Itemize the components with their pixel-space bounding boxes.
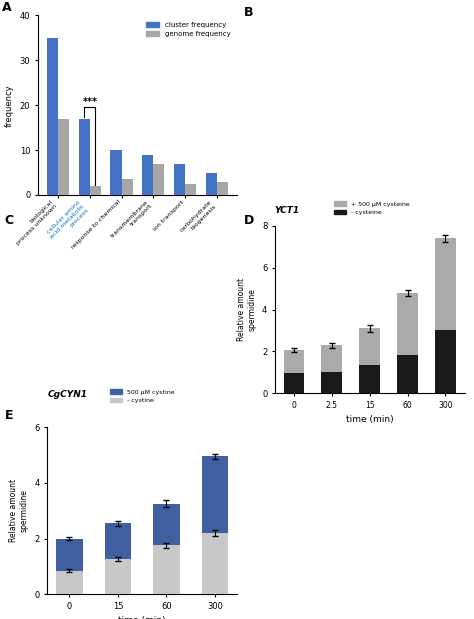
Bar bbox=[283, 373, 304, 393]
Bar bbox=[58, 119, 69, 195]
Y-axis label: Relative amount
spermidine: Relative amount spermidine bbox=[9, 479, 29, 542]
Bar bbox=[321, 372, 342, 393]
Bar bbox=[56, 571, 83, 594]
X-axis label: time (min): time (min) bbox=[346, 415, 393, 424]
Bar bbox=[201, 456, 228, 533]
Bar bbox=[153, 504, 180, 545]
Text: E: E bbox=[5, 409, 13, 422]
Bar bbox=[359, 328, 380, 365]
Bar bbox=[397, 355, 418, 393]
Bar bbox=[217, 181, 228, 195]
Text: A: A bbox=[2, 1, 12, 14]
Bar bbox=[110, 150, 122, 195]
Bar bbox=[90, 186, 101, 195]
Bar bbox=[397, 293, 418, 355]
Bar bbox=[79, 119, 90, 195]
Legend: 500 μM cystine, - cystine: 500 μM cystine, - cystine bbox=[108, 387, 178, 405]
Bar bbox=[47, 38, 58, 195]
Y-axis label: frequency: frequency bbox=[5, 84, 14, 126]
Y-axis label: Relative amount
spermidine: Relative amount spermidine bbox=[237, 278, 256, 341]
Bar bbox=[105, 523, 131, 560]
Legend: + 500 μM cysteine, - cysteine: + 500 μM cysteine, - cysteine bbox=[331, 199, 412, 218]
Bar bbox=[142, 155, 153, 195]
Bar bbox=[435, 238, 456, 331]
Text: YCT1: YCT1 bbox=[275, 206, 300, 215]
Bar bbox=[435, 331, 456, 393]
Bar bbox=[105, 560, 131, 594]
Bar bbox=[321, 345, 342, 372]
Bar bbox=[153, 545, 180, 594]
Text: D: D bbox=[244, 214, 255, 227]
Bar bbox=[122, 180, 133, 195]
Bar bbox=[174, 163, 185, 195]
Bar bbox=[283, 350, 304, 373]
Bar bbox=[359, 365, 380, 393]
Bar bbox=[206, 173, 217, 195]
Bar bbox=[56, 539, 83, 571]
Legend: cluster frequency, genome frequency: cluster frequency, genome frequency bbox=[143, 19, 234, 40]
Bar bbox=[201, 533, 228, 594]
Bar bbox=[185, 184, 196, 195]
Text: C: C bbox=[5, 214, 14, 227]
Bar bbox=[153, 163, 164, 195]
Text: B: B bbox=[244, 6, 254, 19]
X-axis label: time (min): time (min) bbox=[118, 617, 166, 619]
Text: ***: *** bbox=[82, 97, 97, 106]
Text: CgCYN1: CgCYN1 bbox=[47, 391, 87, 399]
